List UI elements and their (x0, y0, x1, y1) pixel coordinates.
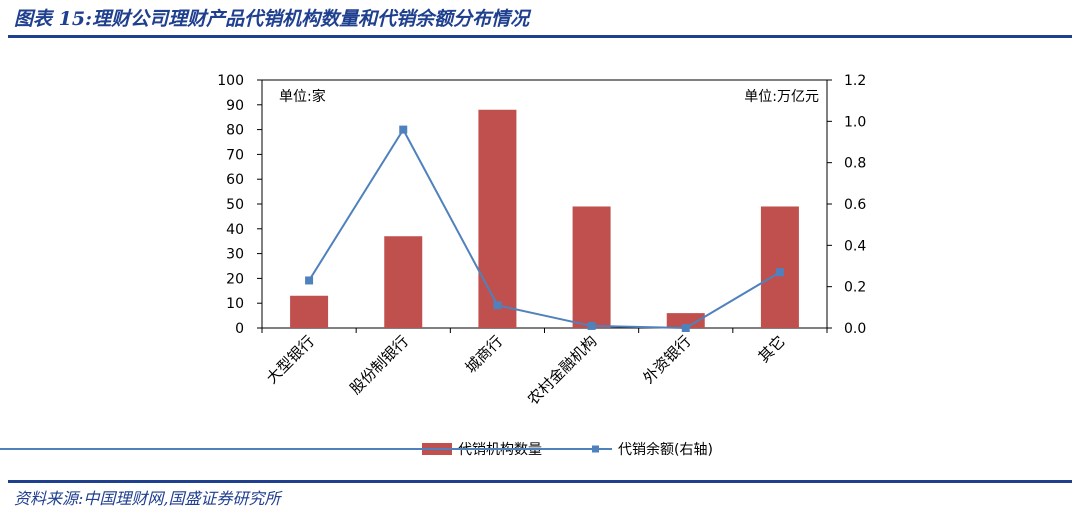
left-tick-label-2: 20 (226, 271, 244, 287)
bar-2 (384, 236, 423, 328)
balance-point-5 (681, 324, 690, 332)
right-tick-label-0: 0.0 (844, 321, 866, 337)
plot-area-frame (261, 79, 828, 329)
bar-4 (572, 206, 611, 328)
bar-5 (666, 313, 705, 328)
source-note: 资料来源:中国理财网,国盛证券研究所 (14, 489, 281, 508)
x-tick-label-3: 城商行 (462, 332, 507, 377)
right-tick-label-2: 0.4 (844, 238, 866, 254)
x-tick-label-1: 大型银行 (263, 332, 318, 387)
bar-3 (478, 109, 517, 328)
bars-layer (290, 109, 799, 328)
right-tick-label-6: 1.2 (844, 73, 866, 89)
right-tick-label-5: 1.0 (844, 114, 866, 130)
right-tick-label-4: 0.8 (844, 156, 866, 172)
line-layer (305, 125, 784, 332)
balance-line (308, 127, 781, 330)
right-unit-label: 单位:万亿元 (744, 89, 819, 105)
x-tick-label-4: 农村金融机构 (524, 332, 600, 408)
legend-line-label: 代销余额(右轴) (618, 441, 713, 458)
balance-point-2 (399, 125, 408, 134)
left-tick-label-10: 100 (217, 73, 244, 89)
right-tick-label-1: 0.2 (844, 280, 866, 296)
legend-line-marker (592, 445, 599, 453)
x-tick-label-2: 股份制银行 (346, 332, 412, 398)
balance-point-4 (587, 321, 596, 330)
balance-point-6 (775, 268, 784, 277)
left-tick-label-4: 40 (226, 222, 244, 238)
bar-6 (760, 206, 799, 328)
left-tick-label-6: 60 (226, 172, 244, 188)
left-unit-label: 单位:家 (279, 88, 326, 105)
title-rule (8, 35, 1072, 38)
balance-point-1 (305, 276, 314, 285)
bar-1 (290, 295, 329, 328)
left-tick-label-7: 70 (226, 147, 244, 163)
figure-title: 图表 15:理财公司理财产品代销机构数量和代销余额分布情况 (14, 8, 530, 30)
left-tick-label-9: 90 (226, 98, 244, 114)
combo-chart: 0 10 20 30 40 50 60 70 80 90 100 0.0 0.2 0.4 0.6 0.8 1.0… (0, 73, 866, 458)
left-tick-label-3: 30 (226, 247, 244, 263)
left-tick-label-0: 0 (235, 321, 244, 337)
source-rule (8, 480, 1072, 483)
left-tick-label-1: 10 (226, 296, 244, 312)
left-tick-label-5: 50 (226, 197, 244, 213)
x-tick-label-6: 其它 (755, 332, 789, 366)
left-tick-label-8: 80 (226, 123, 244, 139)
right-tick-label-3: 0.6 (844, 197, 866, 213)
x-tick-label-5: 外资银行 (639, 332, 694, 387)
legend: 代销机构数量 代销余额(右轴) (0, 441, 713, 458)
balance-point-3 (493, 301, 502, 310)
